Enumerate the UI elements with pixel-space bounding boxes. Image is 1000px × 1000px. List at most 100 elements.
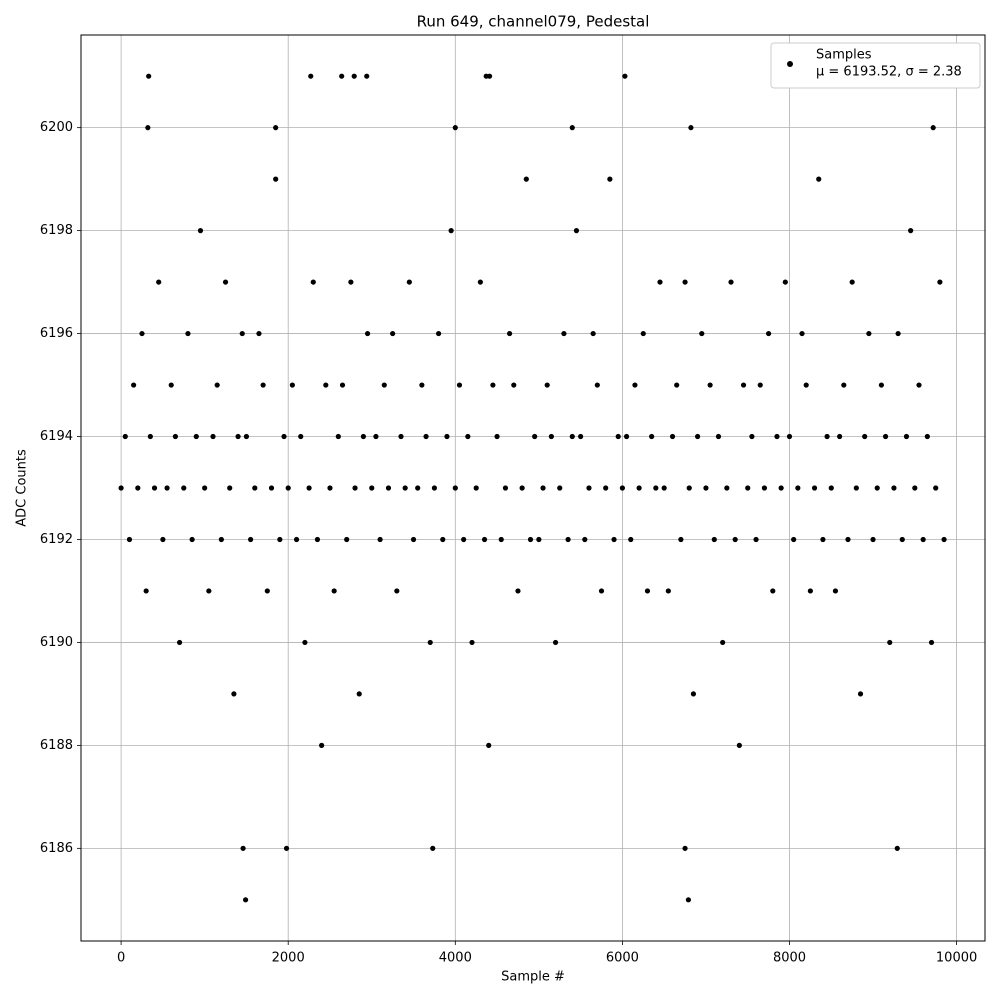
point xyxy=(878,382,884,388)
point xyxy=(661,485,667,491)
point xyxy=(306,485,312,491)
point xyxy=(264,588,270,594)
point xyxy=(210,433,216,440)
point xyxy=(828,485,834,491)
point xyxy=(139,330,145,337)
point xyxy=(398,433,404,440)
point xyxy=(452,125,458,131)
point xyxy=(778,485,784,491)
point xyxy=(837,433,843,440)
point xyxy=(720,639,726,646)
point xyxy=(519,485,525,491)
point xyxy=(628,536,634,543)
point xyxy=(724,485,730,491)
point xyxy=(937,279,943,285)
point xyxy=(373,433,379,440)
point xyxy=(908,228,914,234)
point xyxy=(569,433,575,440)
point xyxy=(477,279,483,285)
point xyxy=(820,536,826,543)
point xyxy=(456,382,463,388)
point xyxy=(273,176,279,182)
point xyxy=(807,588,813,594)
point xyxy=(899,536,905,543)
point xyxy=(690,691,697,697)
point xyxy=(218,536,224,543)
point xyxy=(636,485,642,491)
point xyxy=(181,485,187,491)
point xyxy=(394,588,400,594)
point xyxy=(594,382,600,388)
y-tick-label: 6192 xyxy=(40,532,73,547)
point xyxy=(916,382,922,388)
point xyxy=(164,485,170,491)
point xyxy=(586,485,592,491)
point xyxy=(260,382,266,388)
x-tick-label: 4000 xyxy=(439,951,472,966)
point xyxy=(903,433,910,440)
point xyxy=(674,382,680,388)
plot-frame xyxy=(80,34,986,942)
y-tick-label: 6200 xyxy=(40,120,73,135)
point xyxy=(912,485,918,491)
y-tick-label: 6196 xyxy=(40,326,73,341)
point xyxy=(202,485,208,491)
point xyxy=(156,279,162,285)
point xyxy=(283,845,290,851)
point xyxy=(736,742,742,748)
point xyxy=(502,485,509,491)
point xyxy=(402,485,408,491)
point xyxy=(548,433,554,440)
point xyxy=(557,485,563,491)
point xyxy=(268,485,275,491)
point xyxy=(590,330,596,337)
point xyxy=(607,176,613,182)
point xyxy=(536,536,542,543)
point xyxy=(285,485,291,491)
point xyxy=(569,125,575,131)
point xyxy=(532,433,538,440)
point xyxy=(293,536,300,543)
point xyxy=(552,639,559,646)
point xyxy=(578,433,584,440)
point xyxy=(930,125,936,131)
point xyxy=(308,73,314,79)
point xyxy=(352,485,358,491)
point xyxy=(874,485,880,491)
x-tick-label: 10000 xyxy=(936,951,977,966)
y-axis-label: ADC Counts xyxy=(15,449,30,527)
point xyxy=(197,228,204,234)
point xyxy=(377,536,383,543)
point xyxy=(146,73,152,79)
point xyxy=(356,691,362,697)
x-tick-label: 0 xyxy=(117,951,125,966)
point xyxy=(870,536,876,543)
point xyxy=(699,330,705,337)
point xyxy=(360,433,366,440)
point xyxy=(185,330,191,337)
point xyxy=(745,485,751,491)
point xyxy=(348,279,354,285)
point xyxy=(469,639,475,646)
point xyxy=(774,433,780,440)
x-tick-label: 2000 xyxy=(272,951,305,966)
point xyxy=(803,382,809,388)
point xyxy=(406,279,412,285)
point xyxy=(327,485,333,491)
point xyxy=(582,536,588,543)
point xyxy=(770,588,776,594)
point xyxy=(622,73,628,79)
point xyxy=(707,382,713,388)
point xyxy=(653,485,659,491)
point xyxy=(665,588,671,594)
point xyxy=(427,639,433,646)
point xyxy=(118,485,124,491)
point xyxy=(611,536,617,543)
point xyxy=(240,845,246,851)
point xyxy=(761,485,768,491)
y-tick-label: 6194 xyxy=(40,429,73,444)
point xyxy=(231,691,237,697)
point xyxy=(694,433,701,440)
point xyxy=(385,485,392,491)
point xyxy=(507,330,513,337)
